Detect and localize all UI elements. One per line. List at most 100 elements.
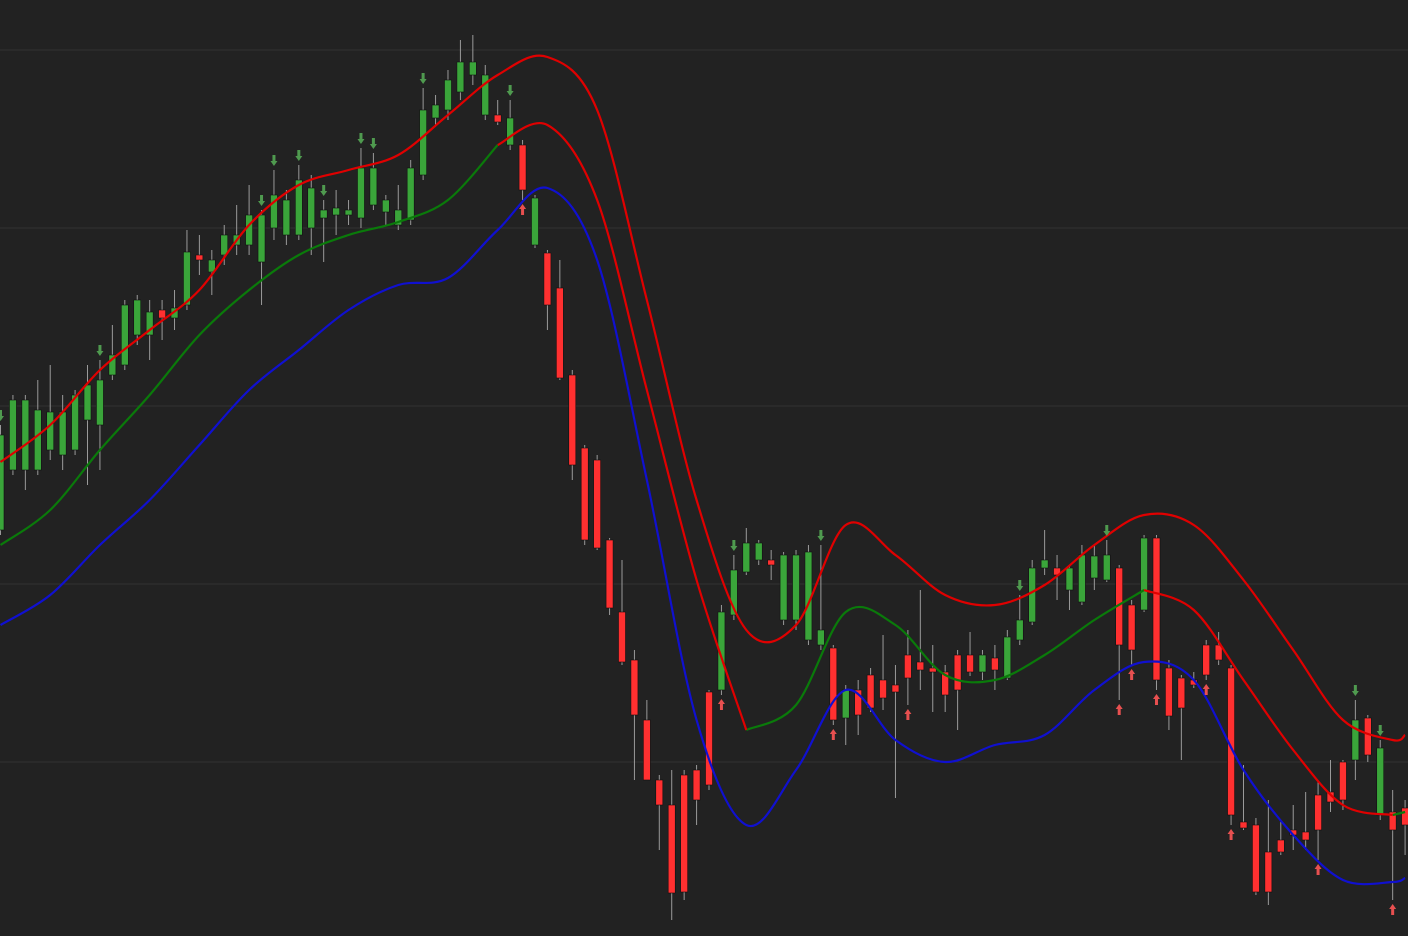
candle-body [680,774,688,893]
candle-body [96,379,104,426]
candle-body [108,354,117,376]
candle-body [1264,851,1273,893]
candle-body [382,199,390,213]
signal-arrow-up [717,699,725,710]
candle-body [1065,567,1074,591]
candle-body [518,144,527,191]
candle-body [630,659,639,716]
candle-body [1040,559,1049,569]
candle-body [891,684,900,693]
candle-body [1165,667,1173,717]
signal-arrow-down [96,345,104,356]
signal-arrow-up [1389,904,1397,915]
candle-body [1202,644,1211,676]
candle-body [369,167,378,206]
candle-body [406,167,415,221]
candle-body [394,209,403,226]
signal-arrow-down [320,185,328,196]
candle-body [580,447,589,541]
candle-body [145,311,154,336]
candle-body [1401,807,1408,826]
indicator-line [0,186,1406,886]
candle-body [1015,619,1024,641]
candle-body [133,299,142,336]
signal-arrow-up [1314,864,1322,875]
candle-body [692,769,701,801]
candle-body [481,74,490,116]
candle-body [730,569,738,616]
candle-body [1127,604,1136,651]
candle-body [1276,839,1285,853]
candle-body [419,109,427,176]
candle-body [817,629,825,646]
candle-body [643,719,651,781]
candle-body [121,304,129,366]
signal-arrow-up [1227,829,1235,840]
candle-body [46,411,55,451]
candle-body [767,559,775,566]
candle-body [543,252,552,306]
candle-body [779,554,788,621]
candle-body [705,691,713,786]
candle-body [319,209,328,219]
candle-body [208,259,216,273]
candle-body [618,611,626,663]
candle-body [1339,761,1347,801]
signal-arrow-up [519,204,527,215]
signal-arrow-down [730,540,738,551]
candle-body [257,214,266,263]
candle-body [904,654,912,679]
candle-body [493,114,502,123]
signal-arrow-down [506,85,514,96]
candle-body [792,554,800,621]
signal-arrow-down [419,73,427,84]
candle-body [717,611,726,691]
candle-body [506,117,514,146]
candle-body [357,167,365,219]
candle-body [245,214,253,246]
candle-body [916,661,925,671]
candle-body [879,679,887,699]
candle-body [667,804,676,894]
candle-body [1301,831,1310,841]
candle-body [1028,567,1036,623]
candle-body [1140,537,1148,611]
candle-body [344,209,353,216]
candle-body [928,667,937,673]
signal-arrow-up [1115,704,1123,715]
candle-body [866,674,875,709]
candle-body [742,542,751,573]
signal-arrow-down [258,195,266,206]
signal-arrow-up [829,729,837,740]
indicator-line [497,121,1393,817]
candle-body [158,309,166,319]
candle-body [1351,719,1360,761]
signal-arrow-down [1376,725,1384,736]
candle-body [531,197,539,246]
signal-arrow-down [357,133,365,144]
candle-body [431,104,440,119]
candle-body [829,647,838,721]
candle-body [1214,644,1223,661]
candle-body [21,399,30,471]
candle-body [307,187,316,229]
candle-body [854,689,862,716]
candle-body [33,409,42,471]
signal-arrow-down [295,150,303,161]
candle-body [953,654,962,691]
candle-body [1376,747,1385,816]
signal-arrow-up [1202,684,1210,695]
signal-arrow-down [1351,685,1359,696]
candle-body [1239,821,1248,829]
candle-body [991,657,999,671]
candle-body [83,384,92,421]
candle-body [1102,554,1111,581]
candle-body [183,251,191,306]
signal-arrow-down [1016,580,1024,591]
candle-body [941,671,949,696]
candle-body [593,459,601,549]
candle-body [1364,717,1372,756]
candle-body [966,654,974,673]
